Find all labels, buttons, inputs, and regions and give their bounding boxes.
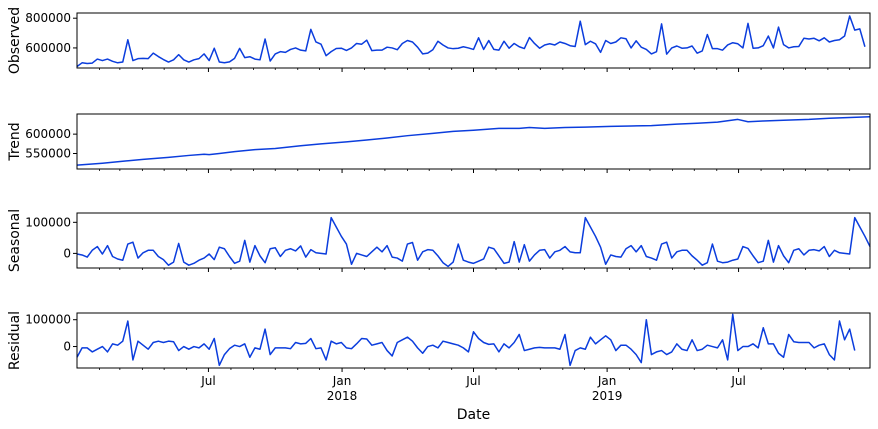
x-tick-label: Jul: [730, 374, 745, 388]
observed-y-tick-label: 800000: [25, 11, 71, 25]
trend-y-tick-label: 600000: [25, 127, 71, 141]
x-tick-label: Jul: [200, 374, 215, 388]
observed-y-tick-label: 600000: [25, 41, 71, 55]
trend-y-tick-label: 550000: [25, 147, 71, 161]
seasonal-y-axis-label: Seasonal: [7, 209, 23, 272]
x-axis-label: Date: [457, 407, 490, 423]
residual-y-tick-label: 100000: [25, 313, 71, 327]
observed-series-line: [76, 15, 866, 68]
x-tick-label: Jan: [597, 374, 617, 388]
x-tick-year-label: 2018: [327, 389, 358, 403]
observed-y-axis-label: Observed: [7, 7, 23, 74]
x-tick-label: Jan: [332, 374, 352, 388]
seasonal-y-tick-label: 0: [63, 246, 71, 260]
residual-series-line: [76, 313, 856, 367]
residual-axes-frame: [76, 312, 871, 369]
trend-y-axis-label: Trend: [7, 122, 23, 161]
seasonal-y-tick-label: 100000: [25, 215, 71, 229]
residual-y-tick-label: 0: [63, 340, 71, 354]
x-tick-label: Jul: [465, 374, 480, 388]
residual-y-axis-label: Residual: [7, 311, 23, 370]
trend-series-line: [76, 115, 871, 166]
seasonal-axes-frame: [76, 212, 871, 269]
panels: 600000800000Observed550000600000Trend010…: [7, 7, 871, 403]
x-tick-year-label: 2019: [592, 389, 623, 403]
seasonal-series-line: [76, 216, 871, 268]
